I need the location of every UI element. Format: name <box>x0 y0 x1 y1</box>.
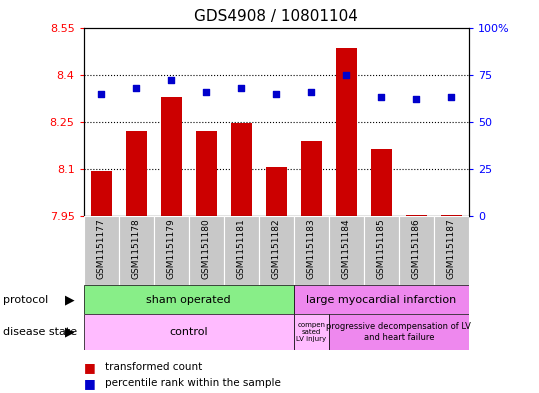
Point <box>377 94 386 101</box>
Text: GSM1151179: GSM1151179 <box>167 218 176 279</box>
Text: sham operated: sham operated <box>146 295 231 305</box>
Text: GSM1151181: GSM1151181 <box>237 218 246 279</box>
Point <box>307 88 316 95</box>
Bar <box>294 216 329 285</box>
Text: ▶: ▶ <box>65 293 75 306</box>
Bar <box>154 216 189 285</box>
Text: protocol: protocol <box>3 295 48 305</box>
Text: disease state: disease state <box>3 327 77 337</box>
Bar <box>266 167 287 216</box>
Bar <box>231 123 252 216</box>
Text: GSM1151185: GSM1151185 <box>377 218 386 279</box>
Point <box>132 85 140 91</box>
Text: GSM1151180: GSM1151180 <box>202 218 211 279</box>
Bar <box>161 97 182 216</box>
Title: GDS4908 / 10801104: GDS4908 / 10801104 <box>194 9 358 24</box>
Text: control: control <box>169 327 208 337</box>
Bar <box>224 216 259 285</box>
Text: compen
sated
LV injury: compen sated LV injury <box>296 322 326 342</box>
Bar <box>371 149 392 216</box>
Bar <box>336 48 357 216</box>
Bar <box>329 314 469 350</box>
Point <box>447 94 456 101</box>
Bar <box>84 216 119 285</box>
Text: transformed count: transformed count <box>105 362 202 373</box>
Point <box>97 90 106 97</box>
Text: GSM1151187: GSM1151187 <box>447 218 456 279</box>
Text: ■: ■ <box>84 376 95 390</box>
Bar <box>119 216 154 285</box>
Text: GSM1151183: GSM1151183 <box>307 218 316 279</box>
Bar <box>294 314 329 350</box>
Bar <box>441 215 462 216</box>
Bar <box>434 216 469 285</box>
Point <box>272 90 281 97</box>
Text: GSM1151177: GSM1151177 <box>96 218 106 279</box>
Text: ■: ■ <box>84 361 95 374</box>
Bar <box>301 141 322 216</box>
Bar <box>364 216 399 285</box>
Text: percentile rank within the sample: percentile rank within the sample <box>105 378 281 388</box>
Text: progressive decompensation of LV
and heart failure: progressive decompensation of LV and hea… <box>327 322 471 342</box>
Point <box>202 88 211 95</box>
Point <box>342 72 351 78</box>
Bar <box>84 285 294 314</box>
Text: large myocardial infarction: large myocardial infarction <box>306 295 457 305</box>
Bar <box>294 285 469 314</box>
Text: GSM1151184: GSM1151184 <box>342 218 351 279</box>
Text: GSM1151178: GSM1151178 <box>132 218 141 279</box>
Point <box>167 77 176 83</box>
Point <box>412 96 421 102</box>
Bar <box>126 131 147 216</box>
Bar <box>189 216 224 285</box>
Bar <box>84 314 294 350</box>
Text: ▶: ▶ <box>65 325 75 339</box>
Bar <box>196 131 217 216</box>
Bar <box>329 216 364 285</box>
Text: GSM1151182: GSM1151182 <box>272 218 281 279</box>
Point <box>237 85 246 91</box>
Text: GSM1151186: GSM1151186 <box>412 218 421 279</box>
Bar <box>91 171 112 216</box>
Bar <box>406 215 427 216</box>
Bar <box>399 216 434 285</box>
Bar <box>259 216 294 285</box>
